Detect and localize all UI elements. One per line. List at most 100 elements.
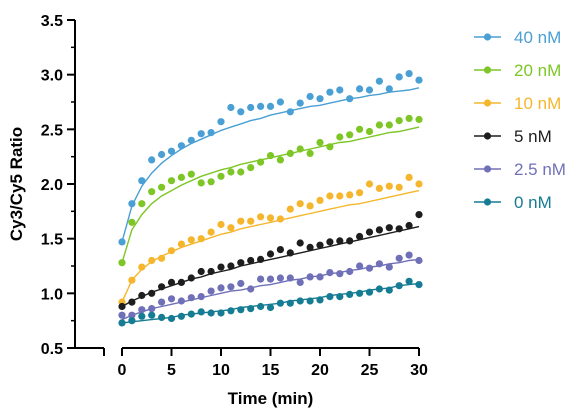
legend-label: 0 nM (514, 193, 552, 212)
data-point (207, 267, 215, 276)
data-point (138, 200, 146, 208)
data-point (118, 319, 126, 327)
legend-label: 40 nM (514, 28, 561, 47)
data-point (247, 256, 255, 265)
data-point (405, 70, 413, 78)
data-point (148, 256, 156, 265)
data-point (227, 307, 235, 315)
data-point (346, 131, 354, 139)
data-point (227, 103, 235, 112)
data-point (296, 297, 304, 305)
data-point (266, 275, 275, 283)
legend-item: 10 nM (474, 94, 561, 113)
data-point (296, 239, 304, 247)
series-5 (118, 277, 423, 327)
data-point (237, 108, 245, 116)
data-point (177, 278, 185, 286)
data-point (405, 251, 413, 259)
data-point (316, 296, 324, 304)
data-point (158, 313, 166, 321)
data-point (286, 205, 294, 213)
data-point (415, 76, 423, 84)
x-tick-label: 25 (361, 362, 379, 379)
data-point (415, 256, 423, 265)
data-point (158, 298, 166, 306)
legend-label: 10 nM (514, 94, 561, 113)
data-point (227, 224, 235, 232)
data-point (326, 143, 334, 151)
data-point (336, 237, 344, 245)
data-point (257, 102, 265, 110)
data-point (336, 293, 344, 301)
series-4 (118, 251, 423, 321)
data-point (177, 312, 185, 320)
data-point (296, 145, 304, 153)
data-point (365, 288, 374, 296)
data-point (365, 180, 374, 188)
series-1 (118, 114, 423, 267)
data-point (346, 237, 354, 245)
data-point (296, 278, 304, 286)
data-point (375, 285, 383, 293)
legend-label: 5 nM (514, 127, 552, 146)
data-point (395, 225, 403, 233)
data-point (177, 142, 185, 150)
data-point (405, 221, 413, 230)
data-point (356, 85, 364, 93)
data-point (118, 302, 126, 311)
data-point (128, 311, 136, 319)
data-point (385, 263, 393, 271)
data-point (336, 270, 344, 278)
y-tick-label: 1.0 (41, 286, 63, 303)
data-point (306, 92, 314, 101)
data-point (217, 118, 225, 126)
data-point (385, 182, 393, 190)
legend-marker (483, 33, 492, 41)
data-point (336, 86, 344, 94)
data-point (356, 232, 364, 241)
data-point (257, 158, 265, 166)
data-point (167, 247, 176, 255)
data-point (266, 303, 275, 312)
data-point (237, 217, 245, 225)
data-point (257, 213, 265, 221)
data-point (187, 274, 195, 282)
data-point (227, 262, 235, 270)
data-point (326, 192, 334, 200)
data-point (128, 276, 136, 284)
legend-marker (483, 165, 492, 173)
x-tick-label: 30 (410, 362, 428, 379)
data-point (177, 173, 185, 181)
legend-item: 2.5 nM (474, 160, 566, 179)
data-point (148, 289, 156, 297)
data-point (395, 73, 403, 81)
legend-item: 0 nM (474, 193, 552, 212)
data-point (187, 236, 195, 244)
data-point (346, 290, 354, 298)
data-point (138, 312, 146, 320)
data-point (217, 263, 225, 271)
data-point (187, 136, 195, 144)
x-tick-label: 5 (167, 362, 176, 379)
data-point (365, 264, 374, 272)
data-point (207, 309, 215, 317)
legend-label: 20 nM (514, 61, 561, 80)
data-point (197, 267, 205, 276)
legend-item: 40 nM (474, 28, 561, 47)
data-point (415, 180, 423, 188)
legend-marker (483, 99, 492, 107)
data-point (405, 173, 413, 181)
x-axis-title: Time (min) (228, 389, 314, 408)
fit-curve (121, 282, 420, 324)
data-point (375, 121, 383, 129)
data-point (247, 285, 255, 293)
data-point (227, 168, 235, 176)
fit-curve (121, 87, 420, 243)
data-point (365, 228, 374, 236)
data-point (207, 178, 215, 186)
data-point (415, 211, 423, 219)
data-point (217, 220, 225, 229)
data-point (148, 311, 156, 319)
data-point (128, 298, 136, 306)
